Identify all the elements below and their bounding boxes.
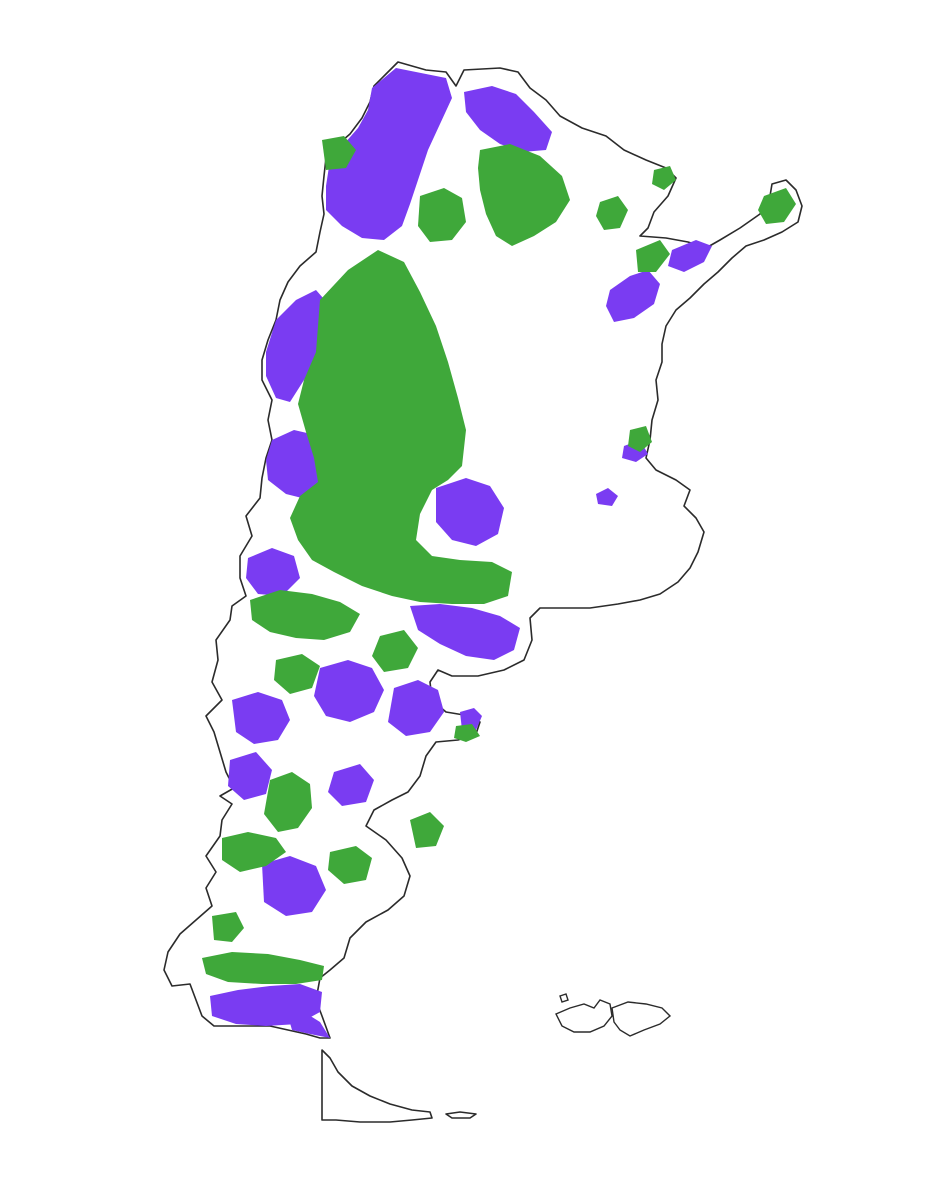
class-b-patch xyxy=(758,188,796,224)
class-a-patch xyxy=(606,270,660,322)
tierra-del-fuego-outline xyxy=(321,1049,433,1123)
class-a-patch xyxy=(228,752,272,800)
staten-island-outline xyxy=(445,1111,477,1119)
class-b-patch xyxy=(478,144,570,246)
class-b-patch xyxy=(652,166,676,190)
class-a-patch xyxy=(246,548,300,596)
class-a-patch xyxy=(266,290,330,402)
class-b-patch xyxy=(372,630,418,672)
class-b-patch xyxy=(418,188,466,242)
class-a-patch xyxy=(262,856,326,916)
class-b-patch xyxy=(202,952,324,984)
class-b-patch xyxy=(264,772,312,832)
class-a-patch xyxy=(314,660,384,722)
class-a-patch xyxy=(668,240,712,272)
class-a-patch xyxy=(410,604,520,660)
class-a-patch xyxy=(596,488,618,506)
class-b-patch xyxy=(328,846,372,884)
class-a-patch xyxy=(436,478,504,546)
islands-group xyxy=(555,993,672,1037)
class-a-patch xyxy=(288,1012,330,1038)
class-b-patch xyxy=(222,832,286,872)
small-island-outline xyxy=(559,993,569,1003)
class-b-patch xyxy=(212,912,244,942)
class-b-patch xyxy=(636,240,670,272)
class-a-patch xyxy=(460,708,482,730)
class-b-patch xyxy=(454,724,480,742)
class-a-patch xyxy=(326,68,452,240)
west-island-outline xyxy=(555,999,613,1033)
class-a-patch xyxy=(388,680,444,736)
class-a-patch xyxy=(464,86,552,152)
class-b-patch xyxy=(596,196,628,230)
class-a-patch xyxy=(232,692,290,744)
east-island-outline xyxy=(611,1001,672,1037)
class-b-layer xyxy=(202,136,796,984)
class-a-layer xyxy=(210,68,712,1038)
argentina-mainland-outline xyxy=(163,61,803,1039)
class-b-patch xyxy=(410,812,444,848)
class-b-patch xyxy=(290,250,512,604)
class-b-patch xyxy=(274,654,320,694)
class-b-patch xyxy=(628,426,652,452)
class-b-patch xyxy=(250,590,360,640)
class-b-patch xyxy=(322,136,356,170)
class-a-patch xyxy=(328,764,374,806)
